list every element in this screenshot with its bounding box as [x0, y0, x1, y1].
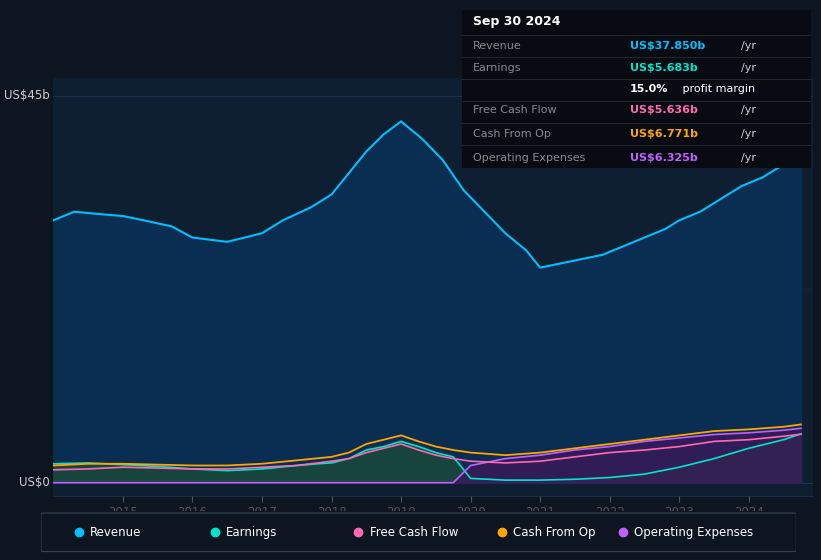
Text: Revenue: Revenue	[90, 526, 141, 539]
Text: Cash From Op: Cash From Op	[473, 129, 551, 139]
Text: Operating Expenses: Operating Expenses	[473, 153, 585, 163]
Text: profit margin: profit margin	[679, 84, 754, 94]
Text: /yr: /yr	[741, 41, 756, 50]
Text: US$6.771b: US$6.771b	[630, 129, 698, 139]
Text: US$45b: US$45b	[4, 89, 49, 102]
Text: Revenue: Revenue	[473, 41, 521, 50]
Text: US$5.683b: US$5.683b	[630, 63, 698, 73]
FancyBboxPatch shape	[41, 513, 796, 552]
Text: Earnings: Earnings	[473, 63, 521, 73]
Text: US$5.636b: US$5.636b	[630, 105, 698, 115]
Text: Free Cash Flow: Free Cash Flow	[369, 526, 458, 539]
Text: Sep 30 2024: Sep 30 2024	[473, 16, 560, 29]
Text: /yr: /yr	[741, 105, 756, 115]
Text: Earnings: Earnings	[226, 526, 277, 539]
Text: /yr: /yr	[741, 63, 756, 73]
Text: /yr: /yr	[741, 129, 756, 139]
Text: /yr: /yr	[741, 153, 756, 163]
Text: Operating Expenses: Operating Expenses	[634, 526, 753, 539]
Text: US$6.325b: US$6.325b	[630, 153, 698, 163]
Text: US$37.850b: US$37.850b	[630, 41, 705, 50]
Text: Free Cash Flow: Free Cash Flow	[473, 105, 557, 115]
Text: 15.0%: 15.0%	[630, 84, 668, 94]
Text: Cash From Op: Cash From Op	[513, 526, 595, 539]
Text: US$0: US$0	[19, 476, 49, 489]
